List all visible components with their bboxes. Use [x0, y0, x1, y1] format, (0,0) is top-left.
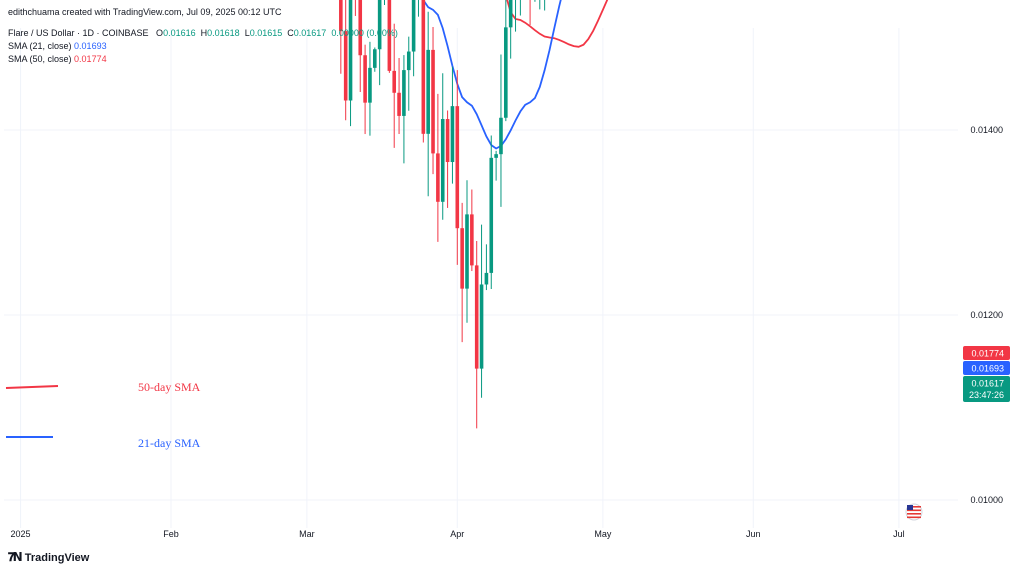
candle-body [402, 70, 406, 116]
low-value: 0.01615 [249, 28, 283, 38]
annotations: 50-day SMA 21-day SMA [5, 380, 201, 450]
symbol-title: Flare / US Dollar · 1D · COINBASE [8, 28, 149, 38]
candle-body [470, 214, 474, 266]
candle-body [348, 0, 353, 101]
x-tick-label: May [594, 529, 612, 539]
grid [4, 28, 958, 528]
creator-line: edithchuama created with TradingView.com… [8, 7, 282, 17]
y-tick-label: 0.01200 [970, 310, 1003, 320]
brand-text: TradingView [24, 551, 90, 564]
sma21-line [422, 0, 562, 150]
candle-body [392, 70, 397, 93]
candle-body [377, 0, 382, 50]
sma50-value: 0.01774 [74, 54, 107, 64]
close-label: C [287, 28, 294, 38]
high-value: 0.01618 [207, 28, 240, 38]
sma21-legend[interactable]: SMA (21, close) 0.01693 [8, 41, 107, 51]
sma50-price-badge [963, 346, 1010, 360]
candle-body [339, 0, 343, 32]
candle-body [474, 265, 479, 369]
candles [339, 0, 546, 429]
candle-body [508, 0, 513, 28]
tradingview-logo-icon: 𝟕𝗡 [8, 550, 23, 564]
x-tick-label: Jun [746, 529, 761, 539]
sma21-line-group [422, 0, 562, 150]
creator-text: edithchuama created with TradingView.com… [8, 7, 282, 17]
x-tick-label: 2025 [11, 529, 31, 539]
candle-body [343, 31, 348, 101]
open-label: O [156, 28, 164, 38]
us-flag-stripe [907, 516, 921, 519]
y-tick-label: 0.01400 [970, 125, 1003, 135]
open-value: 0.01616 [163, 28, 196, 38]
x-tick-label: Mar [299, 529, 315, 539]
sma50-annotation-text: 50-day SMA [138, 380, 201, 394]
us-flag-stripe [907, 513, 921, 515]
us-flag-icon-group [905, 503, 923, 521]
high-label: H [200, 28, 208, 38]
candle-body [368, 67, 372, 103]
candle-body [484, 272, 489, 285]
candle-body [494, 154, 498, 158]
sma21-price-badge [963, 361, 1010, 375]
candle-body [455, 106, 460, 229]
sma21-label: SMA (21, close) [8, 41, 72, 51]
ohlc-legend[interactable]: Flare / US Dollar · 1D · COINBASE O0.016… [8, 28, 398, 38]
candle-body [440, 119, 445, 202]
sma50-label: SMA (50, close) [8, 54, 72, 64]
sma21-price-text: 0.01693 [971, 364, 1004, 374]
candle-body [406, 51, 411, 71]
last-countdown-text: 23:47:26 [969, 390, 1004, 400]
y-axis: 0.010000.012000.014000.016000.018000.020… [970, 125, 1003, 505]
sma21-value: 0.01693 [74, 41, 107, 51]
sma50-annotation-line [5, 385, 59, 389]
sma50-legend[interactable]: SMA (50, close) 0.01774 [8, 54, 107, 64]
last-price-text: 0.01617 [971, 379, 1004, 389]
change-value: 0.00000 (0.00%) [331, 28, 398, 38]
x-tick-label: Jul [893, 529, 905, 539]
candle-body [436, 153, 440, 202]
candle-body [431, 49, 435, 154]
candle-body [445, 119, 450, 163]
sma50-price-text: 0.01774 [971, 349, 1004, 359]
candle-body [499, 117, 503, 155]
candle-body [421, 0, 426, 134]
close-value: 0.01617 [293, 28, 327, 38]
candle-body [363, 55, 367, 103]
candle-body [489, 157, 494, 273]
candle-body [426, 49, 430, 134]
candle-body [387, 0, 392, 71]
candle-body [504, 27, 508, 118]
us-flag-stripe [907, 509, 921, 512]
low-label: L [244, 28, 250, 38]
sma21-annotation-text: 21-day SMA [138, 436, 201, 450]
us-flag-stripe [907, 506, 921, 508]
us-flag-canton [907, 505, 913, 510]
tradingview-brand[interactable]: 𝟕𝗡 TradingView [8, 550, 89, 565]
candle-body [397, 92, 401, 116]
candle-body [411, 0, 416, 52]
candle-body [358, 0, 363, 56]
candle-body [450, 106, 455, 163]
candle-body [465, 214, 469, 289]
y-tick-label: 0.01000 [970, 495, 1003, 505]
x-tick-label: Feb [163, 529, 179, 539]
last-price-badge [963, 376, 1010, 402]
candle-body [460, 228, 464, 289]
candle-body [373, 49, 377, 68]
x-axis: 2025 Feb Mar Apr May Jun Jul [11, 529, 905, 539]
candle-body [479, 284, 484, 369]
x-tick-label: Apr [450, 529, 464, 539]
